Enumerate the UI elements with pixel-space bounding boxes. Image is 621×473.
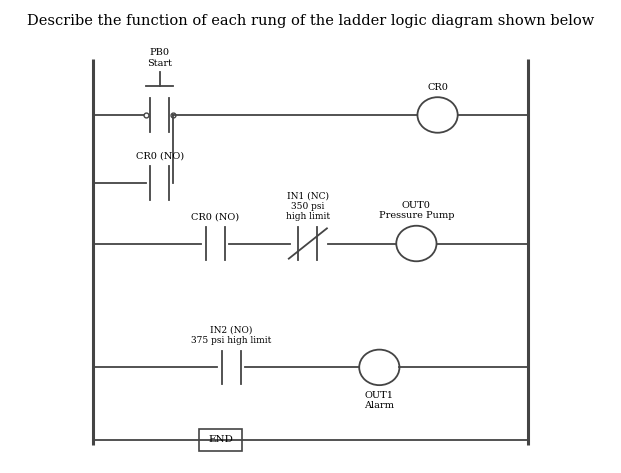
Text: Describe the function of each rung of the ladder logic diagram shown below: Describe the function of each rung of th… xyxy=(27,15,594,28)
Text: END: END xyxy=(208,435,233,444)
Text: CR0 (NO): CR0 (NO) xyxy=(191,212,239,221)
Text: PB0
Start: PB0 Start xyxy=(147,48,172,68)
Text: OUT1
Alarm: OUT1 Alarm xyxy=(365,391,394,410)
FancyBboxPatch shape xyxy=(199,429,242,451)
Text: IN1 (NC)
350 psi
high limit: IN1 (NC) 350 psi high limit xyxy=(286,191,330,221)
Text: OUT0
Pressure Pump: OUT0 Pressure Pump xyxy=(379,201,454,220)
Text: CR0 (NO): CR0 (NO) xyxy=(135,151,184,160)
Text: IN2 (NO)
375 psi high limit: IN2 (NO) 375 psi high limit xyxy=(191,325,271,345)
Text: CR0: CR0 xyxy=(427,83,448,92)
